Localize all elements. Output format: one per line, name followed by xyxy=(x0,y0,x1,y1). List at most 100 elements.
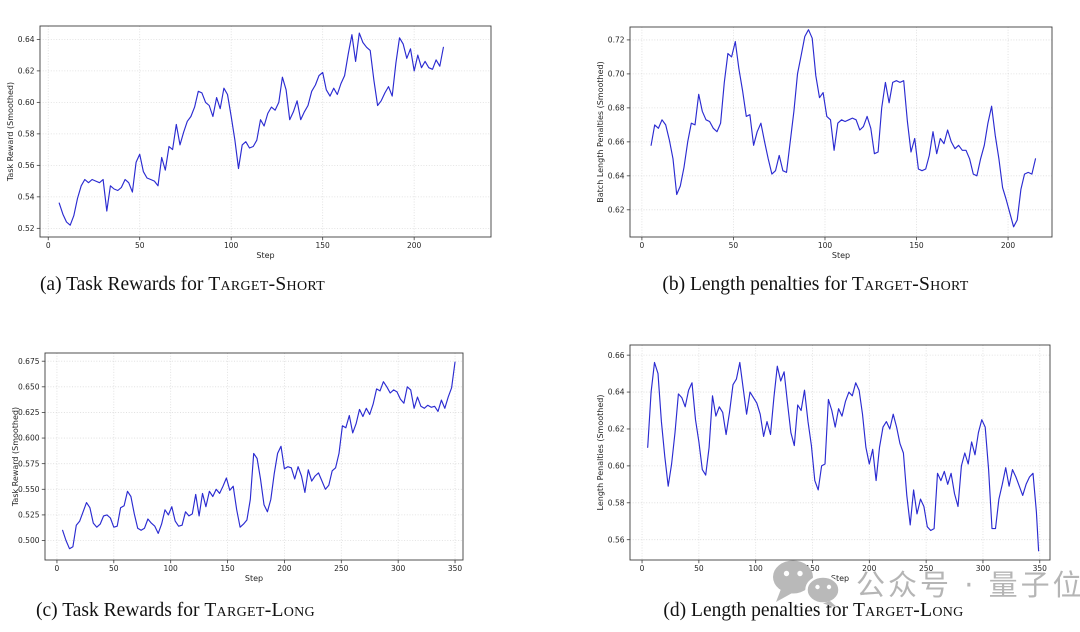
gridlines xyxy=(630,27,1052,237)
plot-box xyxy=(629,26,1053,238)
tick-marks xyxy=(41,360,456,564)
chart-b: 0 50 100 150 200 0.62 0.64 0.66 0.68 0.70 0.72 Step… xyxy=(596,26,1053,260)
tick-marks xyxy=(36,38,415,241)
svg-text:250: 250 xyxy=(919,564,934,573)
svg-text:0.64: 0.64 xyxy=(608,388,625,397)
series-line-d xyxy=(647,361,1040,552)
svg-text:0.54: 0.54 xyxy=(18,192,35,201)
svg-text:0.60: 0.60 xyxy=(18,98,35,107)
svg-text:0.56: 0.56 xyxy=(608,535,625,544)
svg-text:50: 50 xyxy=(109,564,119,573)
svg-text:100: 100 xyxy=(164,564,179,573)
svg-text:0.550: 0.550 xyxy=(18,485,40,494)
series-line-c xyxy=(62,361,456,550)
caption-a-text: (a) Task Rewards for xyxy=(39,274,209,295)
svg-text:200: 200 xyxy=(1001,241,1016,250)
watermark: 公众号 · 量子位 xyxy=(770,558,1080,608)
svg-text:0.56: 0.56 xyxy=(18,161,35,170)
y-axis-label: Length Penalties (Smoothed) xyxy=(596,395,605,511)
x-axis-label: Step xyxy=(256,251,274,260)
chart-a: 0 50 100 150 200 0.52 0.54 0.56 0.58 0.60 0.62 0.64… xyxy=(6,25,492,260)
wechat-icon xyxy=(773,560,841,608)
svg-text:0.66: 0.66 xyxy=(608,351,625,360)
svg-text:0.625: 0.625 xyxy=(18,408,40,417)
svg-text:350: 350 xyxy=(1033,564,1048,573)
svg-text:150: 150 xyxy=(220,564,235,573)
svg-text:200: 200 xyxy=(277,564,292,573)
svg-text:0.575: 0.575 xyxy=(18,459,40,468)
svg-text:0.64: 0.64 xyxy=(608,171,625,180)
svg-text:150: 150 xyxy=(909,241,924,250)
svg-text:0.600: 0.600 xyxy=(18,434,40,443)
y-axis-label: Batch Length Penalties (Smoothed) xyxy=(596,61,605,202)
svg-text:0.62: 0.62 xyxy=(18,66,35,75)
svg-text:200: 200 xyxy=(862,564,877,573)
svg-text:0.675: 0.675 xyxy=(18,357,40,366)
caption-c-text: (c) Task Rewards for xyxy=(36,600,205,621)
svg-text:0.66: 0.66 xyxy=(608,137,625,146)
svg-text:50: 50 xyxy=(729,241,739,250)
svg-text:150: 150 xyxy=(805,564,820,573)
series-line-b xyxy=(650,29,1037,228)
caption-d-text: (d) Length penalties for xyxy=(663,600,853,621)
tick-labels: 0 50 100 150 200 0.62 0.64 0.66 0.68 0.70 0.72 xyxy=(608,36,1016,250)
svg-text:350: 350 xyxy=(448,564,463,573)
svg-text:0.500: 0.500 xyxy=(18,536,40,545)
x-axis-label: Step xyxy=(831,574,849,583)
svg-text:100: 100 xyxy=(224,241,239,250)
tick-marks xyxy=(626,39,1009,241)
y-axis-label: Task Reward (Smoothed) xyxy=(6,82,15,182)
caption-chart-d: (d) Length penalties for Target-Long xyxy=(636,600,991,622)
plot-box xyxy=(44,352,464,561)
svg-text:0.70: 0.70 xyxy=(608,69,625,78)
tick-labels: 0 50 100 150 200 0.52 0.54 0.56 0.58 0.60 0.62 0.64 xyxy=(18,35,422,250)
svg-text:0.52: 0.52 xyxy=(18,224,35,233)
svg-text:0.64: 0.64 xyxy=(18,35,35,44)
svg-text:0: 0 xyxy=(55,564,60,573)
svg-text:0.62: 0.62 xyxy=(608,425,625,434)
svg-text:200: 200 xyxy=(407,241,422,250)
tick-marks xyxy=(626,354,1041,564)
gridlines xyxy=(630,345,1050,560)
svg-text:0: 0 xyxy=(640,564,645,573)
svg-text:0.60: 0.60 xyxy=(608,461,625,470)
plot-box xyxy=(629,344,1051,561)
svg-text:0.650: 0.650 xyxy=(18,382,40,391)
x-axis-label: Step xyxy=(832,251,850,260)
svg-text:250: 250 xyxy=(334,564,349,573)
caption-a-smallcaps: Target-Short xyxy=(208,274,326,295)
svg-text:50: 50 xyxy=(694,564,704,573)
caption-c-smallcaps: Target-Long xyxy=(204,600,315,621)
tick-labels: 0 50 100 150 200 250 300 350 0.500 0.525 0.550 0.57… xyxy=(18,357,462,573)
watermark-text: 公众号 · 量子位 xyxy=(856,568,1080,602)
svg-text:0.62: 0.62 xyxy=(608,205,625,214)
caption-d-smallcaps: Target-Long xyxy=(852,600,964,621)
svg-text:150: 150 xyxy=(316,241,331,250)
tick-labels: 0 50 100 150 200 250 300 350 0.56 0.58 0.60 0.62 0.6… xyxy=(608,351,1047,573)
gridlines xyxy=(40,26,491,237)
svg-text:100: 100 xyxy=(818,241,833,250)
plot-box xyxy=(39,25,492,238)
series-line-a xyxy=(58,32,444,226)
svg-text:0.525: 0.525 xyxy=(18,511,40,520)
svg-text:300: 300 xyxy=(976,564,991,573)
y-axis-label: Task Reward (Smoothed) xyxy=(11,407,20,507)
svg-text:0.58: 0.58 xyxy=(18,129,35,138)
svg-text:0.68: 0.68 xyxy=(608,103,625,112)
chart-d: 0 50 100 150 200 250 300 350 0.56 0.58 0.60 0.62 0.6… xyxy=(596,344,1051,583)
svg-text:0.72: 0.72 xyxy=(608,36,625,45)
chart-c: 0 50 100 150 200 250 300 350 0.500 0.525 0.550 0.57… xyxy=(11,352,464,583)
x-axis-label: Step xyxy=(245,574,263,583)
svg-text:100: 100 xyxy=(749,564,764,573)
svg-text:300: 300 xyxy=(391,564,406,573)
svg-text:0: 0 xyxy=(640,241,645,250)
svg-text:0.58: 0.58 xyxy=(608,498,625,507)
svg-text:50: 50 xyxy=(135,241,145,250)
svg-text:0: 0 xyxy=(46,241,51,250)
caption-b-text: (b) Length penalties for xyxy=(662,274,852,295)
caption-chart-a: (a) Task Rewards for Target-Short xyxy=(30,274,335,296)
gridlines xyxy=(45,353,463,560)
caption-b-smallcaps: Target-Short xyxy=(851,274,969,295)
